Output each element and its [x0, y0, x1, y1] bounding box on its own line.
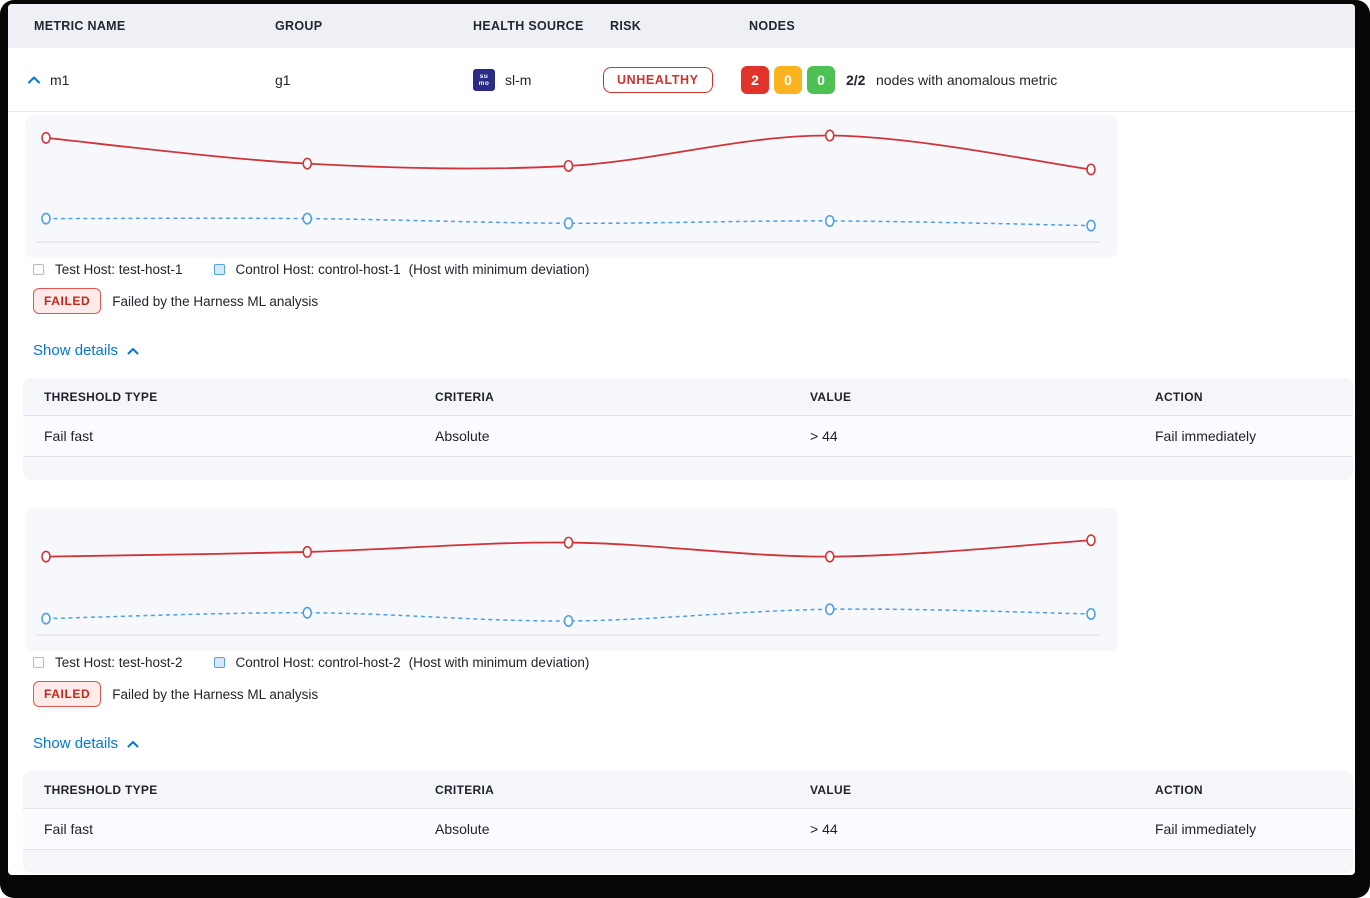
control-host-marker-icon [213, 656, 225, 668]
col-threshold-type: THRESHOLD TYPE [44, 389, 158, 404]
col-value: VALUE [810, 782, 852, 797]
sumo-logic-icon: su mo [473, 68, 495, 91]
metric-chart-host-2 [25, 508, 1118, 651]
col-value: VALUE [810, 389, 852, 404]
chart-legend-host-1: Test Host: test-host-1 Control Host: con… [33, 261, 589, 277]
col-action: ACTION [1155, 389, 1203, 404]
sumo-icon-text-bottom: mo [478, 79, 490, 87]
test-host-label: Test Host: test-host-1 [55, 261, 183, 277]
threshold-details-table-2: THRESHOLD TYPE CRITERIA VALUE ACTION Fai… [23, 771, 1353, 873]
cell-action: Fail immediately [1155, 428, 1257, 444]
details-table-header: THRESHOLD TYPE CRITERIA VALUE ACTION [23, 771, 1353, 809]
test-host-label: Test Host: test-host-2 [55, 654, 183, 670]
threshold-details-table-1: THRESHOLD TYPE CRITERIA VALUE ACTION Fai… [23, 378, 1353, 480]
chevron-up-icon [127, 347, 139, 354]
metric-name: m1 [50, 71, 70, 88]
line-chart-host-2 [36, 534, 1100, 636]
cell-action: Fail immediately [1155, 821, 1257, 837]
table-header: METRIC NAME GROUP HEALTH SOURCE RISK NOD… [8, 4, 1355, 48]
col-action: ACTION [1155, 782, 1203, 797]
column-group: GROUP [275, 19, 323, 33]
metric-analysis-panel: METRIC NAME GROUP HEALTH SOURCE RISK NOD… [8, 4, 1355, 875]
analysis-status-row-2: FAILED Failed by the Harness ML analysis [33, 681, 318, 707]
cell-criteria: Absolute [435, 428, 490, 444]
cell-criteria: Absolute [435, 821, 490, 837]
cell-value: > 44 [810, 821, 838, 837]
legend-item-control-host[interactable]: Control Host: control-host-2 [213, 654, 401, 670]
details-table-header: THRESHOLD TYPE CRITERIA VALUE ACTION [23, 378, 1353, 416]
column-metric-name: METRIC NAME [34, 19, 126, 33]
cell-value: > 44 [810, 428, 838, 444]
col-criteria: CRITERIA [435, 389, 495, 404]
table-row: Fail fast Absolute > 44 Fail immediately [23, 809, 1353, 850]
metric-chart-host-1 [25, 115, 1118, 258]
analysis-status-row-1: FAILED Failed by the Harness ML analysis [33, 288, 318, 314]
column-risk: RISK [610, 19, 642, 33]
metric-row[interactable]: m1 g1 su mo sl-m UNHEALTHY 2 0 0 2/2 nod… [8, 48, 1355, 112]
col-criteria: CRITERIA [435, 782, 495, 797]
legend-item-control-host[interactable]: Control Host: control-host-1 [213, 261, 401, 277]
failed-message: Failed by the Harness ML analysis [112, 293, 319, 309]
nodes-warning-badge: 0 [774, 65, 802, 94]
failed-badge: FAILED [33, 681, 102, 707]
legend-item-test-host[interactable]: Test Host: test-host-1 [33, 262, 183, 277]
collapse-chevron-icon[interactable] [27, 75, 41, 84]
failed-badge: FAILED [33, 288, 102, 314]
minimum-deviation-note: (Host with minimum deviation) [408, 654, 590, 670]
health-source-name: sl-m [505, 71, 532, 88]
failed-message: Failed by the Harness ML analysis [112, 686, 319, 702]
show-details-link-2[interactable]: Show details [33, 735, 139, 752]
show-details-link-1[interactable]: Show details [33, 342, 139, 359]
test-host-marker-icon [33, 656, 44, 668]
show-details-label: Show details [33, 342, 119, 359]
cell-threshold-type: Fail fast [44, 428, 94, 444]
chart-legend-host-2: Test Host: test-host-2 Control Host: con… [33, 654, 589, 670]
nodes-description: nodes with anomalous metric [876, 71, 1058, 88]
control-host-label: Control Host: control-host-1 [235, 261, 401, 277]
test-host-marker-icon [33, 263, 44, 275]
control-host-label: Control Host: control-host-2 [235, 654, 401, 670]
group-name: g1 [275, 71, 291, 88]
risk-badge: UNHEALTHY [603, 66, 713, 93]
line-chart-host-1 [36, 129, 1100, 243]
column-health-source: HEALTH SOURCE [473, 19, 584, 33]
control-host-marker-icon [213, 263, 225, 275]
col-threshold-type: THRESHOLD TYPE [44, 782, 158, 797]
show-details-label: Show details [33, 735, 119, 752]
sumo-icon-text-top: su [479, 72, 489, 80]
nodes-anomalous-badge: 2 [741, 65, 769, 94]
nodes-ratio: 2/2 [846, 71, 866, 88]
legend-item-test-host[interactable]: Test Host: test-host-2 [33, 655, 183, 670]
chevron-up-icon [127, 740, 139, 747]
nodes-healthy-badge: 0 [807, 65, 835, 94]
table-row: Fail fast Absolute > 44 Fail immediately [23, 416, 1353, 457]
minimum-deviation-note: (Host with minimum deviation) [408, 261, 590, 277]
column-nodes: NODES [749, 19, 795, 33]
cell-threshold-type: Fail fast [44, 821, 94, 837]
